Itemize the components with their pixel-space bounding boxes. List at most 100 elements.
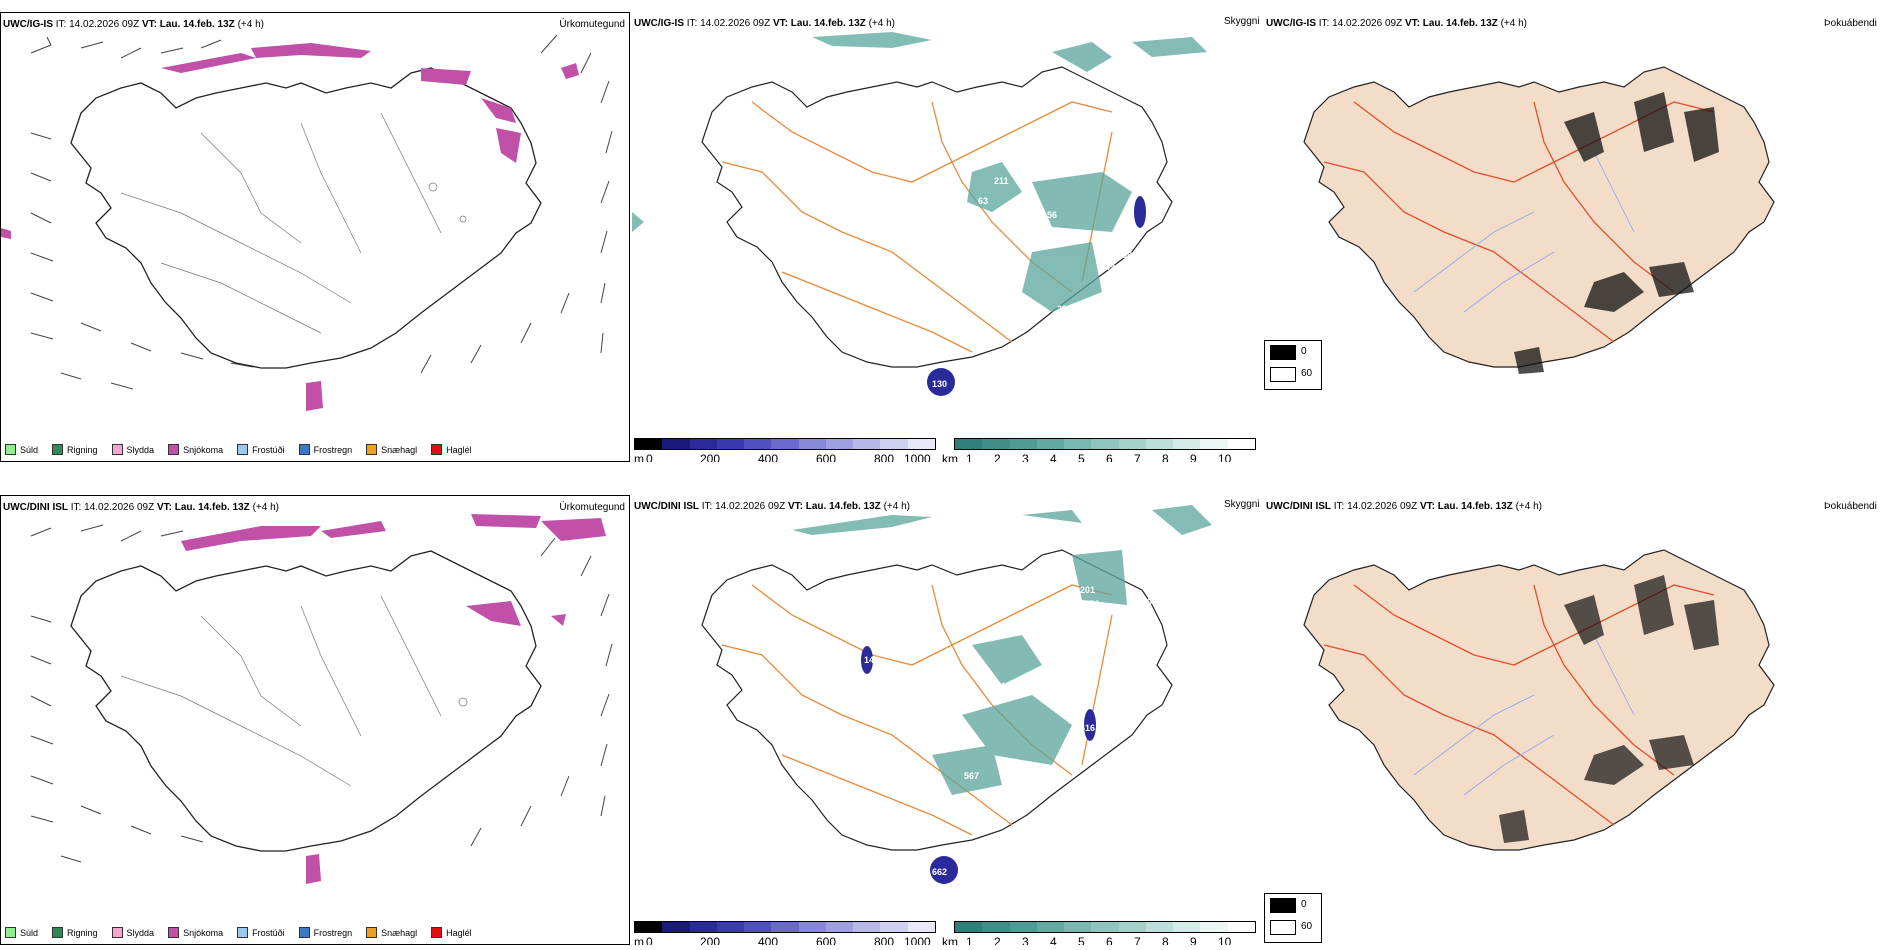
- legend-swatch: [111, 444, 123, 455]
- ceiling-label: 174: [990, 681, 1005, 691]
- ceiling-label: 288: [1117, 250, 1132, 260]
- tick-label: 800: [874, 935, 895, 945]
- legend-item: Frostregn: [298, 444, 352, 455]
- ceiling-label: 416: [1080, 723, 1095, 733]
- tick-label: 3: [1022, 935, 1029, 945]
- tick-label: 2: [994, 452, 1001, 462]
- precip-map-row2: [30, 514, 613, 884]
- visibility-colorbar: [954, 438, 1256, 450]
- tick-label: 1000: [904, 935, 931, 945]
- tick-label: 3: [1022, 452, 1029, 462]
- unit-label: m: [634, 452, 644, 462]
- tick-label: 1: [966, 452, 973, 462]
- low-ceiling: [861, 646, 1096, 884]
- precip-panel-row2: UWC/DINI ISL IT: 14.02.2026 09Z VT: Lau.…: [0, 495, 630, 945]
- panel-title: Þokuábendi: [1824, 18, 1877, 29]
- tick-label: 200: [700, 935, 721, 945]
- panel-header: UWC/DINI ISL IT: 14.02.2026 09Z VT: Lau.…: [634, 501, 910, 512]
- legend-item: Frostúði: [237, 444, 285, 455]
- visibility-colorbar: [954, 921, 1256, 933]
- legend-item: Snæhagl: [366, 927, 417, 938]
- precip-map-row1: [1, 34, 613, 411]
- snow-areas: [181, 514, 606, 884]
- ceiling-colorbar: [634, 921, 936, 933]
- tick-label: 400: [758, 452, 779, 462]
- tick-label: 0: [646, 935, 653, 945]
- legend-value: 0: [1301, 899, 1307, 910]
- ceiling-label: 476: [1112, 230, 1127, 240]
- wind-barbs: [30, 524, 613, 863]
- legend-item: Slydda: [111, 444, 154, 455]
- unit-label: m: [634, 935, 644, 945]
- fog-shading: [1499, 575, 1719, 843]
- iceland-outline: [70, 550, 542, 852]
- panel-title: Úrkomutegund: [559, 19, 625, 30]
- legend-item: Rigning: [52, 927, 98, 938]
- legend-value: 60: [1301, 921, 1313, 932]
- tick-label: 1000: [904, 452, 931, 462]
- legend-item: Haglél: [431, 444, 472, 455]
- unit-label: km: [942, 452, 958, 462]
- fog-legend: 0 60: [1264, 340, 1322, 390]
- legend-swatch: [298, 444, 310, 455]
- tick-label: 7: [1134, 935, 1141, 945]
- cloud-map-row1: 211 63 156 476 288 249 299 250 130: [632, 32, 1207, 396]
- legend-swatch: [237, 444, 249, 455]
- legend-item: Snæhagl: [366, 444, 417, 455]
- tick-label: 600: [816, 452, 837, 462]
- legend-swatch-60: [1270, 920, 1296, 935]
- iceland-outline: [70, 67, 542, 369]
- panel-header: UWC/DINI ISL IT: 14.02.2026 09Z VT: Lau.…: [3, 502, 279, 513]
- legend-item: Snjókoma: [168, 444, 223, 455]
- legend-swatch-0: [1270, 898, 1296, 913]
- low-ceiling: [927, 196, 1146, 396]
- legend-swatch: [366, 927, 378, 938]
- tick-label: 4: [1050, 452, 1057, 462]
- tick-label: 600: [816, 935, 837, 945]
- tick-label: 5: [1078, 935, 1085, 945]
- ceiling-label: 662: [932, 867, 947, 877]
- ceiling-label: 211: [994, 176, 1009, 186]
- legend-swatch: [5, 927, 16, 938]
- panel-title: Skyggni: [1224, 16, 1260, 27]
- tick-label: 200: [700, 452, 721, 462]
- legend-item: Frostúði: [237, 927, 285, 938]
- legend-swatch: [431, 444, 443, 455]
- tick-label: 8: [1162, 452, 1169, 462]
- legend-item: Súld: [5, 444, 38, 455]
- tick-label: 4: [1050, 935, 1057, 945]
- legend-swatch: [431, 927, 443, 938]
- snow-areas: [1, 43, 579, 411]
- legend-swatch: [237, 927, 249, 938]
- legend-value: 60: [1301, 368, 1313, 379]
- ceiling-label: 274: [1084, 599, 1099, 609]
- ceiling-label: 567: [964, 771, 979, 781]
- tick-label: 8: [1162, 935, 1169, 945]
- legend-item: Frostregn: [298, 927, 352, 938]
- panel-header: UWC/IG-IS IT: 14.02.2026 09Z VT: Lau. 14…: [1266, 18, 1527, 29]
- ceiling-label: 299: [1057, 304, 1072, 314]
- tick-label: 5: [1078, 452, 1085, 462]
- fog-map-row2: [1303, 549, 1775, 851]
- tick-label: 7: [1134, 452, 1141, 462]
- tick-label: 10: [1218, 452, 1232, 462]
- tick-label: 0: [646, 452, 653, 462]
- tick-label: 10: [1218, 935, 1232, 945]
- tick-label: 1: [966, 935, 973, 945]
- ceiling-label: 156: [1042, 210, 1057, 220]
- terrain-lines: [120, 595, 468, 787]
- iceland-outline: [701, 549, 1173, 851]
- ceiling-label: 250: [1142, 144, 1157, 154]
- cloud-map-row2: 201 274 209 148 174 416 173 276 567 662: [701, 505, 1212, 884]
- legend-item: Snjókoma: [168, 927, 223, 938]
- ceiling-label: 276: [1064, 753, 1079, 763]
- legend-swatch: [52, 927, 64, 938]
- tick-label: 6: [1106, 935, 1113, 945]
- tick-label: 400: [758, 935, 779, 945]
- legend-swatch: [298, 927, 310, 938]
- fog-legend: 0 60: [1264, 893, 1322, 943]
- tick-label: 800: [874, 452, 895, 462]
- ceiling-label: 201: [1080, 585, 1095, 595]
- panel-title: Úrkomutegund: [559, 502, 625, 513]
- legend-item: Haglél: [431, 927, 472, 938]
